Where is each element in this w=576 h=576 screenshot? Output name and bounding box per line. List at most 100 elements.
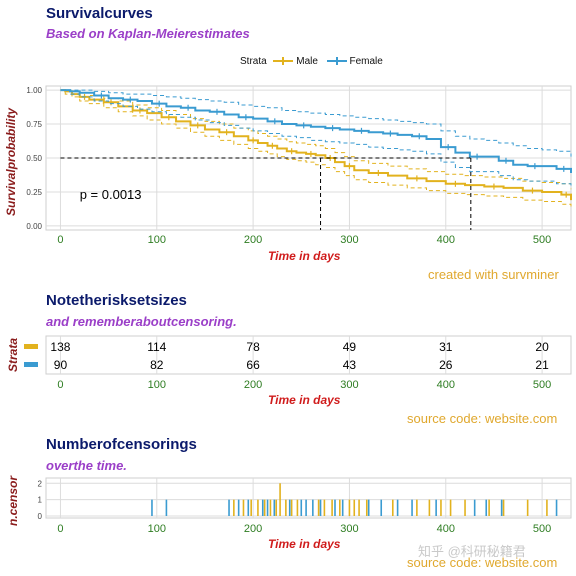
surv-ci-upper-male [60, 89, 572, 190]
risk-xtick-label: 500 [533, 379, 551, 391]
censor-bar-male [488, 499, 490, 516]
censor-bar-female [151, 499, 153, 516]
censor-bar-male [279, 483, 281, 516]
surv-xtick-label: 400 [437, 234, 455, 246]
censor-bar-female [341, 499, 344, 516]
censor-bar-female [247, 499, 250, 516]
legend-female-swatch [326, 57, 347, 66]
censor-bar-female [266, 499, 269, 516]
censor-bar-male [449, 499, 452, 516]
censor-bar-male [440, 499, 442, 516]
censor-bar-male [296, 499, 299, 516]
surv-ytick-label: 0.00 [26, 222, 42, 231]
surv-ci-upper-female [60, 89, 572, 157]
censor-xtick-label: 100 [148, 523, 166, 535]
censor-bar-male [285, 499, 287, 516]
censor-bar-female [380, 499, 383, 516]
surv-subtitle: Based on Kaplan-Meierestimates [46, 26, 250, 41]
censor-bar-male [233, 499, 235, 516]
surv-xtick-label: 100 [148, 234, 166, 246]
surv-ytick-label: 0.75 [26, 120, 42, 129]
risk-xlabel: Time in days [268, 393, 341, 407]
surv-xtick-label: 300 [340, 234, 358, 246]
censor-bar-male [546, 499, 548, 516]
censor-bar-female [273, 499, 276, 516]
surv-curve-female [60, 89, 572, 173]
risk-xtick-label: 200 [244, 379, 262, 391]
censor-subtitle: overthe time. [46, 458, 127, 473]
surv-ytick-label: 0.50 [26, 154, 42, 163]
legend-male-label: Male [296, 56, 318, 67]
censor-bar-male [464, 499, 466, 516]
risk-ylabel: Strata [6, 337, 20, 372]
censor-bar-male [257, 499, 259, 516]
risk-subtitle: and rememberaboutcensoring. [46, 314, 237, 329]
censor-bar-male [263, 499, 266, 516]
censor-bar-female [367, 499, 370, 516]
censor-bar-male [365, 499, 368, 516]
censor-bar-female [165, 499, 168, 516]
censor-bar-female [305, 499, 307, 516]
censor-bar-female [261, 499, 264, 516]
censor-bar-female [555, 499, 558, 516]
risk-cell: 138 [50, 340, 70, 354]
risk-cell: 49 [343, 340, 357, 354]
censor-panel [45, 477, 572, 519]
surv-caption: created with survminer [428, 267, 559, 282]
censor-bar-male [358, 499, 360, 516]
censor-caption: source code: website.com [407, 555, 558, 570]
risk-row-key-male [24, 344, 38, 349]
censor-bar-male [323, 499, 326, 516]
risk-cell: 114 [147, 340, 166, 354]
censor-bar-male [353, 499, 356, 516]
risk-panel [45, 335, 572, 375]
censor-bar-male [348, 499, 351, 516]
censor-bar-female [228, 499, 230, 516]
risk-xtick-label: 0 [57, 379, 63, 391]
censor-bar-male [250, 499, 252, 516]
risk-cell: 66 [246, 358, 260, 372]
censor-bar-male [317, 499, 320, 516]
censor-bar-male [391, 499, 394, 516]
censor-bar-male [339, 499, 341, 516]
censor-xtick-label: 500 [533, 523, 551, 535]
surv-ytick-label: 1.00 [26, 86, 42, 95]
censor-bar-female [473, 499, 476, 516]
censor-bar-female [319, 499, 322, 516]
legend-title: Strata [240, 56, 267, 67]
surv-xlabel: Time in days [268, 249, 341, 263]
risk-cell: 82 [150, 358, 164, 372]
surv-curve-male [60, 89, 572, 201]
censor-bar-female [334, 499, 336, 516]
risk-xtick-label: 300 [340, 379, 358, 391]
risk-xtick-label: 100 [148, 379, 166, 391]
surv-title: Survivalcurves [46, 5, 153, 22]
censor-bar-female [411, 499, 413, 516]
risk-title: Notetherisksetsizes [46, 292, 187, 309]
surv-xtick-label: 500 [533, 234, 551, 246]
censor-ylabel: n.censor [6, 475, 20, 526]
risk-cell: 78 [246, 340, 260, 354]
surv-ci-lower-male [60, 89, 572, 209]
censor-bar-male [269, 499, 272, 516]
censor-title: Numberofcensorings [46, 436, 197, 453]
censor-bar-male [275, 499, 278, 516]
risk-cell: 26 [439, 358, 453, 372]
censor-bar-female [312, 499, 314, 516]
censor-bar-female [485, 499, 488, 516]
censor-bar-male [502, 499, 505, 516]
risk-caption: source code: website.com [407, 411, 558, 426]
censor-bar-male [242, 499, 245, 516]
censor-ytick-label: 0 [38, 512, 43, 521]
risk-cell: 90 [54, 358, 68, 372]
censor-xtick-label: 0 [57, 523, 63, 535]
censor-xlabel: Time in days [268, 537, 341, 551]
censor-bar-female [237, 499, 240, 516]
surv-ytick-label: 0.25 [26, 188, 42, 197]
pvalue-label: p = 0.0013 [80, 187, 142, 202]
legend-male-swatch [273, 57, 294, 66]
censor-bar-female [500, 499, 503, 516]
censor-xtick-label: 300 [340, 523, 358, 535]
censor-bar-female [396, 499, 399, 516]
